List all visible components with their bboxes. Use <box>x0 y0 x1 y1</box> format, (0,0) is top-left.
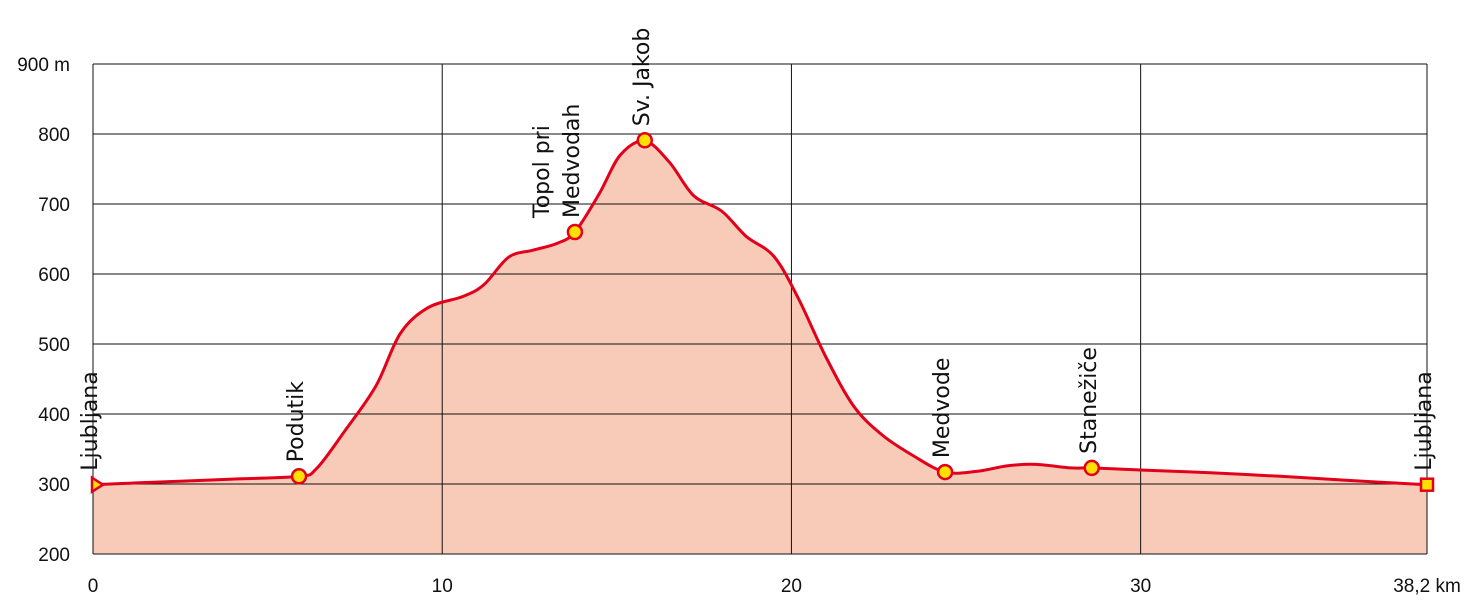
series-layer <box>92 139 1428 487</box>
waypoint-marker <box>290 468 308 485</box>
x-tick-label: 30 <box>1130 576 1151 597</box>
x-tick-label: 10 <box>432 576 453 597</box>
plot-area <box>93 140 1427 554</box>
waypoints: Ljubljana Podutik Topol pri Medvodah Sv. Jak… <box>78 28 1437 494</box>
waypoint-marker <box>936 463 954 481</box>
y-tick-label: 800 <box>38 125 70 146</box>
x-tick-label: 38,2 km <box>1393 576 1461 597</box>
axes: 200 300 400 500 600 700 800 900 m 0 10 20 30 38,2 km <box>17 55 1461 597</box>
y-tick-label: 300 <box>38 475 70 496</box>
waypoint-label: Ljubljana <box>1412 371 1437 470</box>
waypoint-label: Sv. Jakob <box>630 28 655 127</box>
waypoint-label: Stanežiče <box>1077 347 1102 454</box>
waypoint-marker <box>1419 477 1435 492</box>
y-tick-label: 600 <box>38 265 70 286</box>
x-tick-label: 0 <box>88 576 99 597</box>
y-tick-label: 400 <box>38 405 70 426</box>
grid <box>92 63 1428 555</box>
waypoint-marker <box>1083 459 1101 477</box>
elevation-area <box>93 140 1427 554</box>
waypoint-marker <box>636 132 654 149</box>
y-tick-label: 700 <box>38 195 70 216</box>
waypoint-label: Topol pri Medvodah <box>530 104 585 219</box>
y-tick-label: 900 m <box>17 55 70 76</box>
waypoint-marker <box>566 223 584 241</box>
y-tick-label: 200 <box>38 545 70 566</box>
y-tick-label: 500 <box>38 335 70 356</box>
waypoint-label: Podutik <box>284 381 309 463</box>
waypoint-label: Ljubljana <box>78 371 103 470</box>
waypoint-marker <box>90 475 106 494</box>
x-tick-label: 20 <box>781 576 802 597</box>
elevation-line <box>92 139 1428 487</box>
waypoint-label: Medvode <box>930 358 955 458</box>
